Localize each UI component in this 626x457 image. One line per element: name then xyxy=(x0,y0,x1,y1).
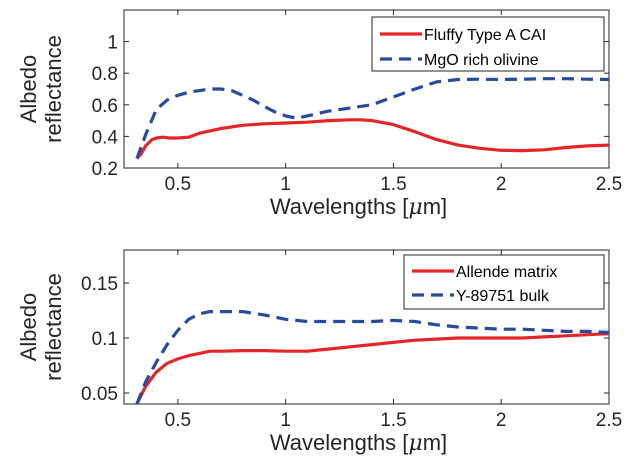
legend: Fluffy Type A CAI MgO rich olivine xyxy=(371,16,605,72)
x-tick-label: 2.5 xyxy=(596,174,622,195)
y-tick-label: 0.1 xyxy=(92,329,118,350)
x-axis-label-mu: μ xyxy=(408,195,422,220)
legend-label: Allende matrix xyxy=(456,264,557,281)
x-axis-label: Wavelengths [μm] xyxy=(270,194,447,220)
y-tick-label: 0.2 xyxy=(92,159,118,180)
x-tick-label: 1.5 xyxy=(380,174,406,195)
legend: Allende matrix Y-89751 bulk xyxy=(403,254,605,310)
legend-label: MgO rich olivine xyxy=(424,52,539,69)
legend-box xyxy=(371,16,605,72)
x-tick-label: 2 xyxy=(496,410,507,431)
x-axis-label-prefix: Wavelengths [ xyxy=(270,194,409,219)
series-line-mgo-rich-olivine xyxy=(135,77,609,160)
y-tick-label: 0.4 xyxy=(92,127,119,148)
plot-area-frame xyxy=(123,249,610,405)
x-axis-label-suffix: m] xyxy=(423,194,447,219)
chart-panel-2: 0.5 1 1.5 2 2.5 0.05 0.1 0.15 Wavelengths [μm] Al… xyxy=(16,249,622,456)
legend-label: Fluffy Type A CAI xyxy=(424,27,546,44)
x-tick-label: 0.5 xyxy=(165,174,191,195)
series-line-fluffy-type-a-cai xyxy=(135,118,609,160)
x-axis-label: Wavelengths [μm] xyxy=(270,430,447,456)
x-tick-label: 1.5 xyxy=(380,410,406,431)
x-tick-label: 1 xyxy=(280,410,291,431)
x-tick-label: 1 xyxy=(280,174,291,195)
y-tick-label: 0.6 xyxy=(92,96,118,117)
y-axis-label-line-2: reflectance xyxy=(41,273,66,381)
y-axis-label-line-1: Albedo xyxy=(16,293,41,362)
y-tick-label: 0.15 xyxy=(81,274,118,295)
y-tick-label: 0.8 xyxy=(92,64,118,85)
series-line-y-89751-bulk xyxy=(135,310,609,404)
x-tick-label: 2.5 xyxy=(596,410,622,431)
y-tick-label: 1 xyxy=(107,33,118,54)
x-axis-label-prefix: Wavelengths [ xyxy=(270,430,409,455)
y-axis-label-line-2: reflectance xyxy=(41,35,66,143)
plot-area-frame xyxy=(123,9,610,169)
x-tick-label: 0.5 xyxy=(165,410,191,431)
legend-box xyxy=(403,254,605,310)
y-tick-label: 0.05 xyxy=(81,384,118,405)
x-axis-label-mu: μ xyxy=(408,431,422,456)
legend-label: Y-89751 bulk xyxy=(456,288,550,305)
y-axis-label-line-1: Albedo xyxy=(16,55,41,124)
series-line-allende-matrix xyxy=(135,332,609,404)
x-axis-label-suffix: m] xyxy=(423,430,447,455)
x-tick-label: 2 xyxy=(496,174,507,195)
